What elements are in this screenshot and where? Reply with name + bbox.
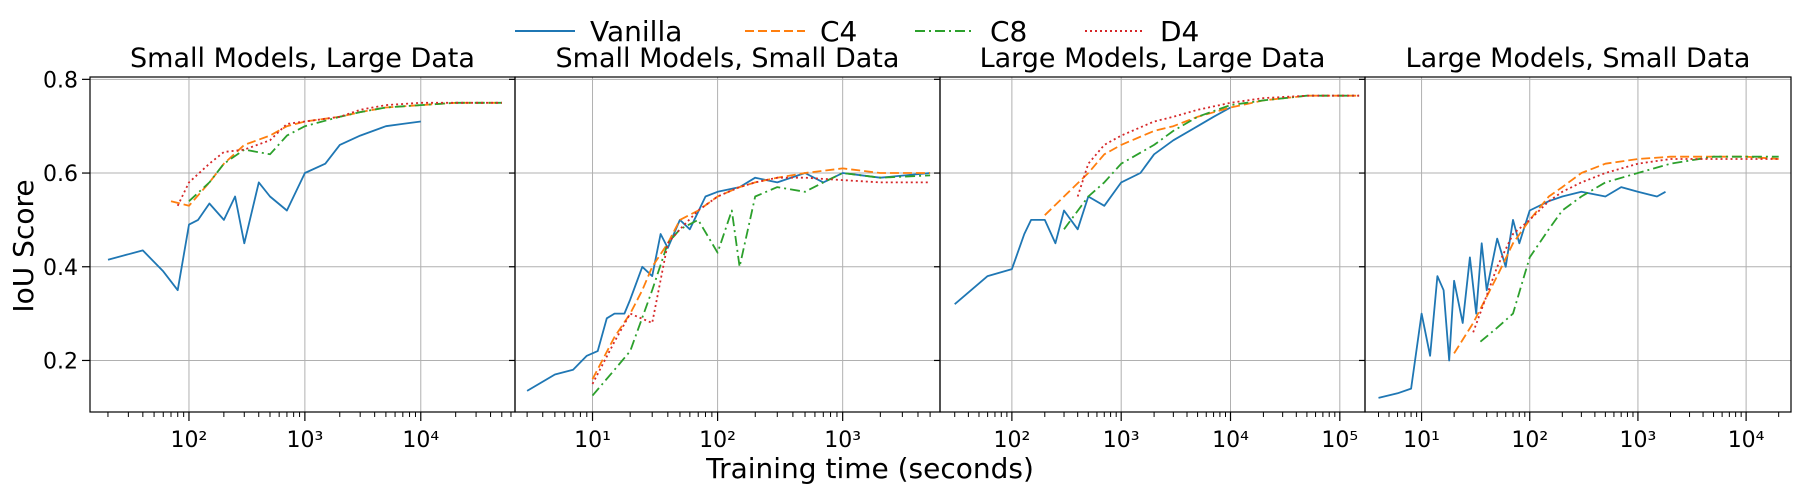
panel-title: Small Models, Large Data [130, 43, 475, 74]
x-tick-label: 10⁴ [402, 428, 439, 453]
x-tick-label: 10² [171, 428, 208, 453]
legend-label-c4: C4 [820, 15, 857, 48]
series-line-c8 [1063, 94, 1360, 230]
series-line-c4 [1044, 94, 1360, 216]
y-tick-label: 0.2 [43, 349, 78, 374]
grid [1365, 77, 1791, 412]
series-line-c4 [591, 167, 931, 380]
panel-3: 10² 10³ 10⁴ 10⁵ Large Models, Large Data [934, 43, 1366, 453]
legend-label-c8: C8 [990, 15, 1027, 48]
y-tick-label: 0.8 [43, 68, 78, 93]
grid [940, 77, 1365, 412]
x-tick-label: 10⁴ [1212, 428, 1249, 453]
y-tick-label: 0.4 [43, 256, 78, 281]
series-line-vanilla [107, 120, 421, 292]
x-tick-label: 10¹ [1403, 428, 1440, 453]
legend: Vanilla C4 C8 D4 [515, 15, 1199, 48]
plot-frame [1364, 76, 1792, 413]
series-line-d4 [176, 101, 502, 207]
series-line-d4 [1076, 94, 1360, 197]
y-axis-label: IoU Score [7, 179, 40, 312]
series-group [954, 94, 1360, 305]
x-tick-label: 10³ [1103, 428, 1140, 453]
x-tick-label: 10² [1511, 428, 1548, 453]
plot-frame [514, 76, 941, 413]
legend-label-d4: D4 [1160, 15, 1199, 48]
series-line-d4 [591, 176, 931, 385]
x-tick-label: 10³ [824, 428, 861, 453]
plot-frame [939, 76, 1366, 413]
series-line-c8 [591, 172, 931, 397]
x-tick-label: 10² [993, 428, 1030, 453]
panel-title: Large Models, Large Data [980, 43, 1326, 74]
x-tick-label: 10⁴ [1728, 428, 1765, 453]
series-line-c8 [1479, 155, 1779, 343]
chart-panels: 10² 10³ 10⁴ 0.2 0.4 0.6 0.8 Small Models, Large… [43, 43, 1792, 453]
panel-1: 10² 10³ 10⁴ 0.2 0.4 0.6 0.8 Small Models, Large… [43, 43, 516, 453]
series-line-d4 [1472, 158, 1779, 333]
series-group [107, 101, 502, 292]
series-line-vanilla [526, 172, 931, 392]
series-group [1378, 155, 1779, 399]
panel-2: 10¹ 10² 10³ Small Models, Small Data [509, 43, 941, 453]
series-line-c8 [188, 101, 502, 202]
x-tick-label: 10² [699, 428, 736, 453]
x-tick-label: 10⁵ [1321, 428, 1358, 453]
grid [90, 77, 515, 412]
x-axis-label: Training time (seconds) [705, 452, 1034, 485]
y-tick-label: 0.6 [43, 162, 78, 187]
x-tick-label: 10¹ [574, 428, 611, 453]
x-tick-label: 10³ [286, 428, 323, 453]
series-group [526, 167, 931, 397]
panel-4: 10¹ 10² 10³ 10⁴ Large Models, Small Data [1359, 43, 1792, 453]
series-line-c4 [1453, 155, 1779, 354]
panel-title: Small Models, Small Data [556, 43, 900, 74]
x-tick-label: 10³ [1620, 428, 1657, 453]
series-line-vanilla [1378, 186, 1666, 399]
series-line-vanilla [954, 106, 1231, 305]
legend-label-vanilla: Vanilla [590, 15, 682, 48]
panel-title: Large Models, Small Data [1406, 43, 1751, 74]
grid [515, 77, 940, 412]
